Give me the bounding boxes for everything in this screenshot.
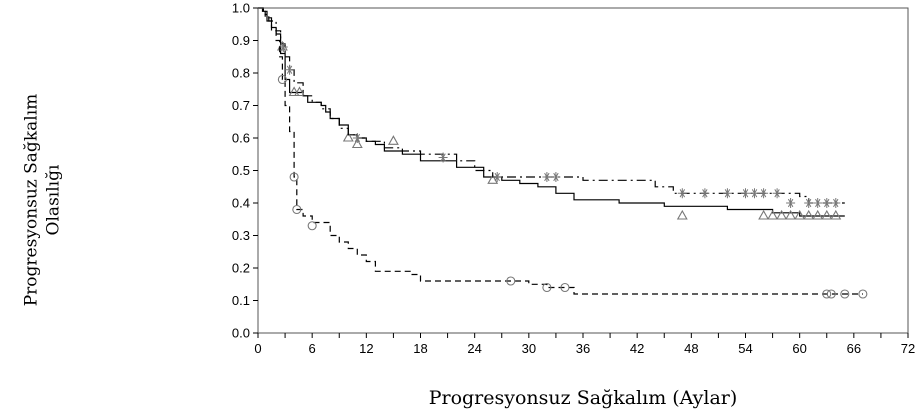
plot-layer [258, 7, 868, 299]
censor-marker-star [750, 188, 759, 199]
x-tick-label: 66 [847, 341, 861, 356]
censor-marker-star [741, 188, 750, 199]
censor-marker-star [700, 188, 710, 199]
censor-marker-circle [506, 276, 516, 286]
censor-marker-triangle [794, 209, 806, 220]
y-tick-label: 0.0 [232, 326, 250, 341]
censor-marker-triangle [821, 209, 833, 220]
censor-marker-triangle [387, 135, 399, 145]
censor-marker-star [285, 64, 295, 75]
censor-marker-star [772, 188, 782, 199]
censor-marker-triangle [487, 174, 499, 184]
censor-marker-triangle [803, 209, 815, 220]
x-axis-label: Progresyonsuz Sağkalım (Aylar) [428, 387, 738, 409]
censor-marker-triangle [676, 209, 688, 220]
censor-marker-circle [307, 221, 317, 231]
survival-curve-dashdot [258, 7, 845, 204]
x-tick-label: 60 [792, 341, 806, 356]
censor-marker-circle [292, 204, 302, 215]
x-tick-label: 54 [738, 341, 752, 356]
x-tick-label: 36 [576, 341, 590, 356]
censor-marker-circle [858, 289, 868, 299]
censor-marker-circle [826, 289, 836, 299]
censor-marker-circle [277, 74, 287, 85]
censor-marker-circle [289, 172, 299, 182]
censor-marker-circle [542, 282, 552, 293]
censor-marker-star [352, 133, 362, 143]
plot-frame [257, 7, 909, 334]
censor-marker-triangle [830, 209, 842, 220]
survival-curve-dashed [258, 7, 863, 295]
y-tick-label: 0.9 [232, 33, 250, 48]
y-tick-label: 1.0 [232, 1, 250, 16]
censor-marker-star [722, 188, 732, 199]
x-tick-label: 30 [522, 341, 536, 356]
censor-marker-circle [560, 282, 570, 293]
censor-marker-triangle [767, 209, 779, 220]
x-tick-label: 42 [630, 341, 644, 356]
x-tick-label: 18 [413, 341, 427, 356]
axis-layer: 0 6 12 18 24 30 36 42 48 54 60 66 72 0.0 0.1 0.2 0.3 0.4 0… [232, 1, 915, 357]
survival-curve-solid [258, 7, 845, 217]
y-tick-label: 0.1 [232, 293, 250, 308]
y-tick-label: 0.8 [232, 66, 250, 81]
censor-marker-triangle [351, 138, 363, 149]
censor-marker-circle [840, 289, 850, 299]
x-tick-label: 0 [254, 341, 261, 356]
censor-marker-star [813, 198, 823, 208]
censor-marker-star [759, 188, 769, 199]
censor-marker-star [492, 172, 502, 182]
censor-marker-star [278, 42, 288, 52]
x-tick-label: 24 [467, 341, 481, 356]
y-tick-label: 0.7 [232, 98, 250, 113]
censor-marker-triangle [812, 209, 824, 220]
x-tick-label: 12 [359, 341, 373, 356]
x-tick-label: 72 [901, 341, 915, 356]
censor-marker-star [804, 198, 814, 208]
censor-marker-circle [822, 289, 832, 299]
censor-marker-star [831, 198, 841, 208]
censor-marker-triangle [294, 86, 305, 97]
censor-marker-triangle [758, 209, 770, 220]
y-tick-label: 0.3 [232, 228, 250, 243]
y-tick-label: 0.6 [232, 131, 250, 146]
x-tick-label: 48 [684, 341, 698, 356]
y-tick-label: 0.4 [232, 196, 250, 211]
x-tick-label: 6 [309, 341, 316, 356]
censor-marker-triangle [785, 209, 797, 220]
censor-marker-star [542, 172, 552, 182]
censor-marker-triangle [288, 86, 300, 97]
censor-marker-star [786, 198, 796, 208]
censor-marker-triangle [776, 209, 788, 220]
censor-marker-star [438, 152, 448, 163]
y-tick-label: 0.2 [232, 261, 250, 276]
censor-marker-triangle [342, 131, 354, 142]
censor-marker-star [677, 188, 687, 199]
y-tick-label: 0.5 [232, 163, 250, 178]
censor-marker-star [822, 198, 832, 208]
censor-marker-star [551, 172, 561, 182]
